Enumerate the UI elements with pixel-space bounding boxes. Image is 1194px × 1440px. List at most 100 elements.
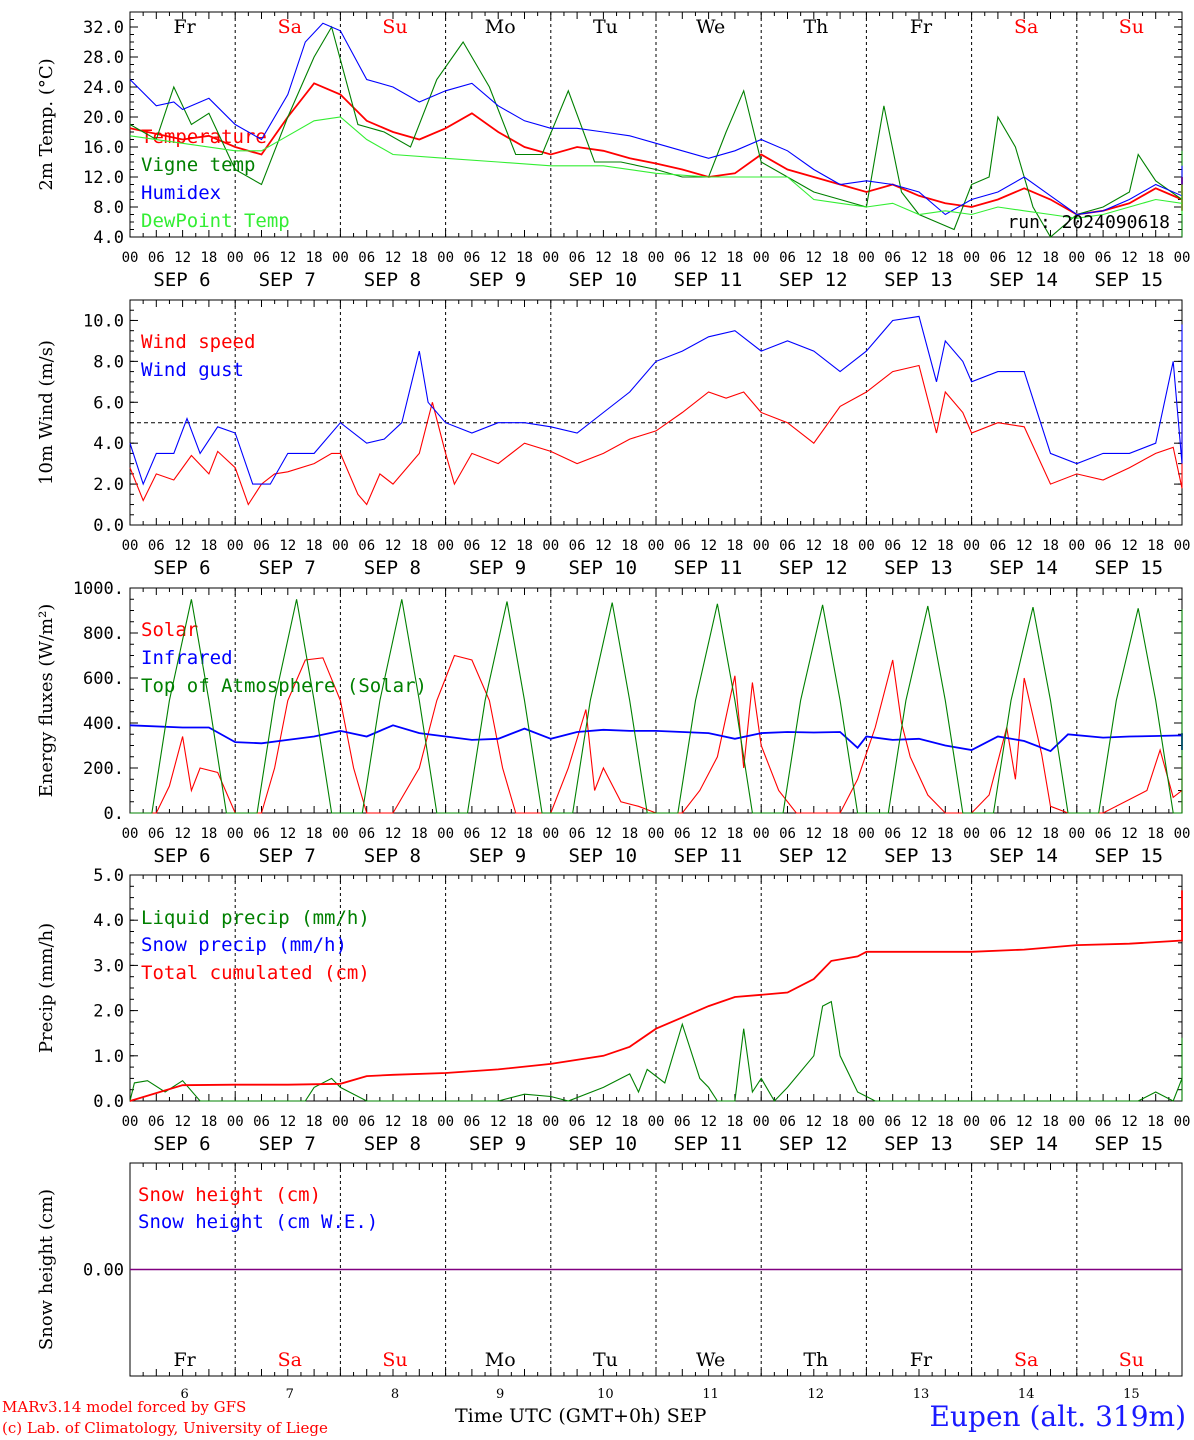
- hour-tick-label: 12: [174, 538, 191, 554]
- hour-tick-label: 00: [648, 250, 665, 266]
- date-label: SEP 8: [364, 845, 421, 867]
- series-line: [129, 315, 1183, 486]
- y-tick-label: 1000.: [73, 579, 124, 599]
- legend-label: Wind gust: [141, 359, 244, 381]
- y-tick-label: 32.0: [83, 18, 124, 38]
- hour-tick-label: 00: [1174, 250, 1191, 266]
- legend-label: Liquid precip (mm/h): [141, 907, 370, 929]
- y-tick-label: 800.: [83, 624, 124, 644]
- hour-tick-label: 12: [911, 250, 928, 266]
- date-label: SEP 13: [884, 845, 953, 867]
- day-number-label: 12: [808, 1387, 825, 1402]
- hour-tick-label: 12: [174, 1114, 191, 1130]
- y-axis-label: Precip (mm/h): [36, 923, 57, 1053]
- hour-tick-label: 06: [779, 250, 796, 266]
- day-name-label: Th: [803, 16, 828, 38]
- date-label: SEP 11: [674, 845, 743, 867]
- date-label: SEP 9: [469, 269, 526, 291]
- date-label: SEP 8: [364, 1133, 421, 1155]
- hour-tick-label: 00: [122, 250, 139, 266]
- hour-tick-label: 00: [122, 1114, 139, 1130]
- hour-tick-label: 18: [1147, 250, 1164, 266]
- hour-tick-label: 00: [1068, 538, 1085, 554]
- date-label: SEP 7: [259, 1133, 316, 1155]
- date-label: SEP 8: [364, 557, 421, 579]
- hour-tick-label: 18: [1147, 1114, 1164, 1130]
- y-tick-label: 8.0: [93, 352, 124, 372]
- y-tick-label: 4.0: [93, 434, 124, 454]
- day-number-label: 14: [1018, 1387, 1035, 1402]
- date-label: SEP 11: [674, 1133, 743, 1155]
- day-name-label: We: [696, 16, 725, 38]
- hour-tick-label: 18: [937, 538, 954, 554]
- hour-tick-label: 18: [937, 250, 954, 266]
- hour-tick-label: 00: [542, 1114, 559, 1130]
- y-axis-label: Snow height (cm): [36, 1189, 57, 1350]
- hour-tick-label: 12: [1121, 250, 1138, 266]
- hour-tick-label: 00: [648, 1114, 665, 1130]
- hour-tick-label: 18: [1042, 538, 1059, 554]
- hour-tick-label: 06: [884, 826, 901, 842]
- y-tick-label: 0.0: [93, 1092, 124, 1112]
- hour-tick-label: 06: [884, 250, 901, 266]
- hour-tick-label: 18: [726, 1114, 743, 1130]
- hour-tick-label: 12: [1121, 826, 1138, 842]
- day-number-label: 13: [913, 1387, 930, 1402]
- hour-tick-label: 06: [358, 538, 375, 554]
- hour-tick-label: 06: [989, 538, 1006, 554]
- hour-tick-label: 12: [1016, 538, 1033, 554]
- hour-tick-label: 06: [989, 1114, 1006, 1130]
- hour-tick-label: 00: [648, 538, 665, 554]
- day-number-label: 10: [597, 1387, 614, 1402]
- hour-tick-label: 12: [595, 826, 612, 842]
- hour-tick-label: 00: [332, 1114, 349, 1130]
- hour-tick-label: 00: [227, 826, 244, 842]
- hour-tick-label: 00: [542, 250, 559, 266]
- hour-tick-label: 00: [858, 826, 875, 842]
- hour-tick-label: 00: [753, 250, 770, 266]
- date-label: SEP 8: [364, 269, 421, 291]
- hour-tick-label: 18: [200, 1114, 217, 1130]
- hour-tick-label: 12: [279, 826, 296, 842]
- y-tick-label: 3.0: [93, 956, 124, 976]
- series-line: [129, 22, 1183, 216]
- date-label: SEP 14: [989, 269, 1058, 291]
- hour-tick-label: 18: [411, 538, 428, 554]
- hour-tick-label: 06: [253, 826, 270, 842]
- hour-tick-label: 06: [884, 1114, 901, 1130]
- day-name-label: Fr: [173, 1349, 196, 1371]
- hour-tick-label: 12: [279, 1114, 296, 1130]
- hour-tick-label: 06: [1095, 1114, 1112, 1130]
- y-tick-label: 10.0: [83, 311, 124, 331]
- day-name-label: Tu: [593, 16, 618, 38]
- series-line: [130, 599, 1183, 814]
- hour-tick-label: 12: [700, 538, 717, 554]
- day-number-label: 7: [286, 1387, 294, 1402]
- hour-tick-label: 18: [516, 538, 533, 554]
- hour-tick-label: 18: [306, 250, 323, 266]
- hour-tick-label: 18: [832, 1114, 849, 1130]
- hour-tick-label: 12: [911, 538, 928, 554]
- date-label: SEP 15: [1094, 269, 1163, 291]
- hour-tick-label: 06: [148, 826, 165, 842]
- station-name: Eupen (alt. 319m): [929, 1400, 1186, 1433]
- hour-tick-label: 06: [779, 826, 796, 842]
- series-line: [130, 654, 1183, 814]
- hour-tick-label: 12: [700, 826, 717, 842]
- legend-label: Wind speed: [141, 331, 255, 353]
- hour-tick-label: 18: [1147, 538, 1164, 554]
- run-label: run: 2024090618: [1007, 212, 1170, 233]
- date-label: SEP 15: [1094, 845, 1163, 867]
- hour-tick-label: 18: [516, 250, 533, 266]
- hour-tick-label: 00: [858, 1114, 875, 1130]
- day-name-label: We: [696, 1349, 725, 1371]
- time-axis-title: Time UTC (GMT+0h) SEP: [455, 1405, 707, 1427]
- hour-tick-label: 12: [174, 250, 191, 266]
- legend-label: Snow precip (mm/h): [141, 934, 347, 956]
- date-label: SEP 7: [259, 845, 316, 867]
- hour-tick-label: 18: [621, 826, 638, 842]
- series-line: [129, 1000, 1183, 1102]
- date-label: SEP 10: [568, 269, 637, 291]
- date-label: SEP 12: [779, 845, 848, 867]
- date-label: SEP 13: [884, 1133, 953, 1155]
